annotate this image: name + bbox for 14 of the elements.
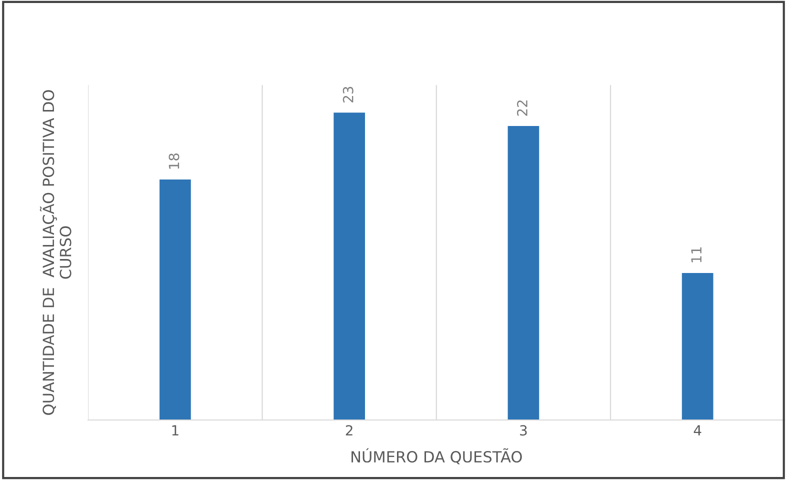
bar	[160, 179, 191, 420]
bar	[334, 112, 365, 420]
x-tick-label: 1	[172, 425, 178, 436]
data-label: 22	[516, 100, 528, 116]
x-axis-title: NÚMERO DA QUESTÃO	[352, 448, 522, 464]
x-tick-label: 4	[694, 425, 702, 436]
bar	[682, 272, 714, 420]
y-axis-title: QUANTIDADE DE AVALIAÇÃO POSITIVA DO CURSO	[40, 90, 72, 415]
x-tick-label: 3	[520, 425, 527, 436]
data-label: 18	[168, 154, 180, 169]
data-label: 11	[691, 247, 702, 262]
x-tick-label: 2	[346, 425, 352, 436]
data-label: 23	[342, 86, 354, 102]
bar	[508, 126, 540, 420]
